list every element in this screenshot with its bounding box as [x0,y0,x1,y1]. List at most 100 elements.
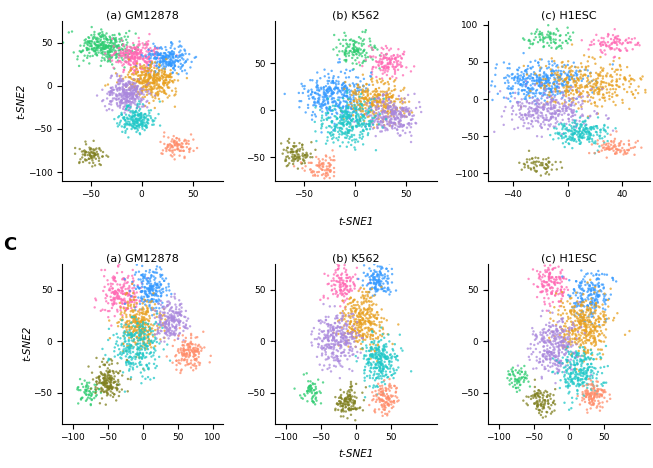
Point [151,296,161,304]
Point [590,325,600,332]
Point [140,83,151,90]
Point [112,86,123,93]
Point [342,286,353,293]
Point [390,115,400,122]
Point [123,272,134,280]
Point [368,117,378,125]
Point [314,100,325,108]
Point [380,80,390,87]
Point [127,109,138,117]
Point [541,77,551,84]
Point [555,108,565,115]
Point [84,159,95,167]
Point [385,56,396,64]
Point [537,334,548,342]
Point [397,97,407,104]
Point [142,321,153,328]
Point [630,41,641,49]
Point [160,322,170,330]
Point [349,83,360,90]
Point [544,80,554,87]
Point [554,298,564,305]
Point [124,50,135,58]
Point [357,389,368,396]
Point [343,95,353,102]
Point [518,160,529,168]
Point [332,292,343,299]
Point [334,102,344,109]
Point [352,326,362,333]
Point [154,60,165,68]
Point [611,278,622,285]
Point [144,73,155,81]
Point [521,80,532,88]
Point [545,270,555,277]
Point [373,278,383,285]
Point [386,401,396,408]
Point [368,372,379,379]
Point [122,81,133,89]
Point [592,84,602,91]
Point [133,89,144,97]
Point [363,331,374,338]
Point [128,316,138,324]
Point [176,345,186,352]
Point [194,361,204,369]
Point [121,52,132,60]
Point [377,63,387,71]
Point [382,109,392,116]
Point [137,354,148,362]
Point [95,44,105,52]
Point [593,90,603,98]
Point [124,367,135,374]
Title: (b) K562: (b) K562 [332,10,379,20]
Point [117,285,127,292]
Point [323,86,333,93]
Point [347,54,357,62]
Point [386,115,396,122]
Point [145,330,155,338]
Point [113,378,123,386]
Point [554,107,564,115]
Point [155,77,165,84]
Point [549,93,560,101]
Point [189,54,200,61]
Point [192,345,202,352]
Point [375,66,386,74]
Point [135,306,145,313]
Point [365,73,375,80]
Point [94,376,104,383]
Point [374,278,385,285]
Point [526,166,536,173]
Point [177,50,187,58]
Point [121,356,132,364]
Point [577,290,588,297]
Point [550,322,561,330]
Point [135,72,146,80]
Point [379,334,389,342]
Point [140,320,150,327]
Point [102,377,112,384]
Point [482,66,492,74]
Point [135,74,146,82]
Point [110,291,121,298]
Point [383,63,394,71]
Point [565,314,576,322]
Point [119,89,130,96]
Point [323,160,334,167]
Point [365,305,375,312]
Point [349,318,360,325]
Point [588,399,599,407]
Point [354,303,364,310]
Point [151,77,162,84]
Point [395,123,406,130]
Point [581,371,591,378]
Point [363,53,374,61]
Point [125,324,135,331]
Point [88,46,98,53]
Point [586,385,597,393]
Point [160,89,170,97]
Point [556,326,567,333]
Point [552,370,563,377]
Point [380,107,390,115]
